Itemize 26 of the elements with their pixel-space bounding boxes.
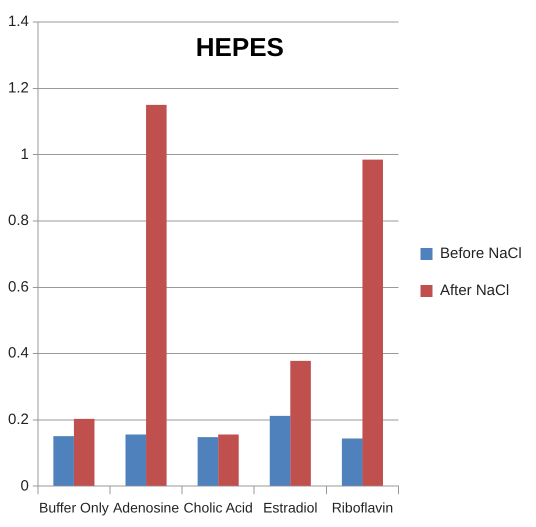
legend-label: After NaCl [440,282,510,300]
x-tick-label: Adenosine [112,499,180,516]
x-tick-label: Cholic Acid [184,499,253,516]
bar [362,160,383,486]
bar [74,418,94,486]
bar [218,434,239,486]
x-tick-label: Buffer Only [39,499,109,516]
y-tick-label: 0.4 [8,344,29,362]
bar [342,438,362,486]
legend-label: Before NaCl [440,245,522,262]
bar [270,416,290,486]
y-tick-label: 0 [20,477,29,494]
bar [198,437,218,486]
y-tick-label: 0.8 [8,212,29,230]
bar [290,360,311,486]
y-tick-label: 1.4 [8,13,29,30]
x-tick-label: Riboflavin [332,499,394,516]
y-tick-label: 0.2 [8,411,29,428]
chart-title: HEPES [196,32,284,62]
bar [146,104,167,486]
bar [53,436,74,486]
y-tick-label: 1 [20,146,29,163]
y-tick-label: 0.6 [8,278,29,296]
x-tick-label: Estradiol [263,499,318,516]
bar [125,434,146,486]
y-tick-label: 1.2 [8,79,29,96]
